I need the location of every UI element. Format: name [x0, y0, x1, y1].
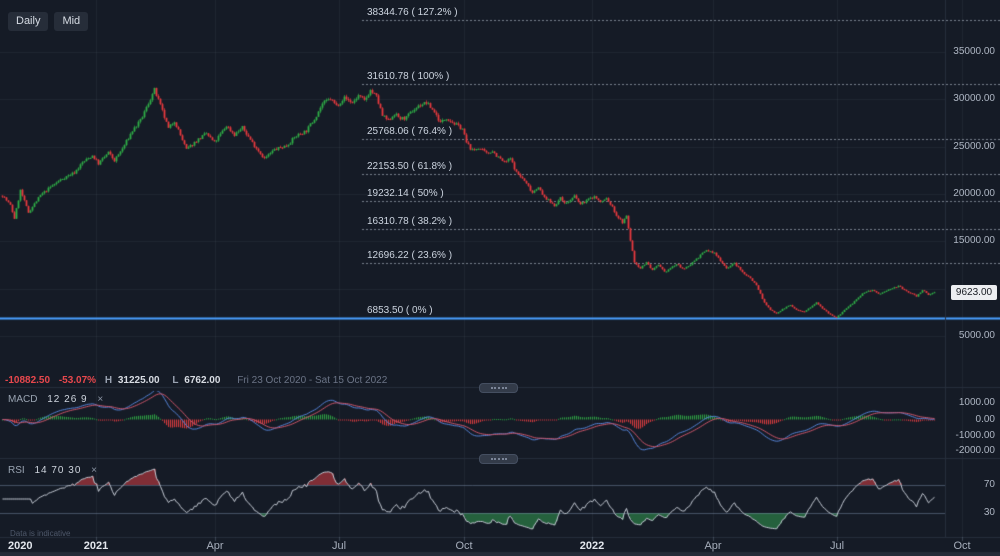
time-axis-label: Jul [829, 540, 845, 552]
time-axis-label: Apr [206, 540, 224, 552]
status-line: -10882.50 -53.07% H 31225.00 L 6762.00 F… [5, 375, 387, 386]
macd-axis-label: 1000.00 [958, 397, 995, 408]
last-price-badge: 9623.00 [951, 285, 997, 301]
fib-level-label: 22153.50 ( 61.8% ) [367, 160, 453, 172]
timeframe-toolbar: Daily Mid [8, 12, 89, 31]
macd-legend: MACD 12 26 9 × [8, 394, 103, 405]
time-axis-label: Oct [953, 540, 971, 552]
time-axis-label: 2022 [579, 540, 605, 552]
price-axis-label: 15000.00 [953, 235, 995, 247]
price-axis-label: 25000.00 [953, 140, 995, 152]
rsi-pane-resize-handle[interactable] [479, 454, 518, 464]
fib-level-label: 38344.76 ( 127.2% ) [367, 7, 458, 19]
fib-level-label: 16310.78 ( 38.2% ) [367, 215, 453, 227]
fib-level-label: 31610.78 ( 100% ) [367, 71, 450, 83]
data-indicative-note: Data is indicative [10, 529, 71, 538]
change-value: -10882.50 [5, 375, 51, 386]
price-axis-label: 30000.00 [953, 93, 995, 105]
time-axis-label: 2020 [8, 540, 33, 552]
macd-axis-label: -1000.00 [955, 430, 995, 441]
time-axis-label: Oct [455, 540, 473, 552]
rsi-legend: RSI 14 70 30 × [8, 465, 97, 476]
price-axis-label: 5000.00 [958, 330, 995, 341]
fib-level-label: 12696.22 ( 23.6% ) [367, 250, 453, 262]
rsi-params: 14 70 30 [34, 465, 82, 476]
macd-pane-resize-handle[interactable] [479, 383, 518, 393]
timeframe-daily-button[interactable]: Daily [8, 12, 49, 31]
high-label: H [104, 375, 113, 386]
time-axis-label: 2021 [83, 540, 109, 552]
date-range: Fri 23 Oct 2020 - Sat 15 Oct 2022 [237, 375, 388, 386]
macd-axis-label: -2000.00 [955, 445, 995, 456]
macd-axis-label: 0.00 [975, 413, 995, 425]
rsi-axis-label: 30 [983, 507, 995, 518]
fib-level-label: 6853.50 ( 0% ) [367, 305, 433, 317]
macd-name: MACD [8, 394, 38, 405]
low-label: L [172, 375, 179, 386]
rsi-name: RSI [8, 465, 25, 476]
change-percent: -53.07% [58, 375, 97, 386]
fib-level-label: 19232.14 ( 50% ) [367, 188, 444, 200]
price-mid-button[interactable]: Mid [54, 12, 89, 31]
price-axis-label: 35000.00 [953, 46, 995, 57]
macd-close-icon[interactable]: × [97, 394, 104, 405]
low-value: 6762.00 [184, 375, 221, 386]
time-axis-label: Jul [331, 540, 347, 552]
time-axis-label: Apr [704, 540, 722, 552]
rsi-axis-label: 70 [983, 479, 995, 490]
high-value: 31225.00 [117, 375, 160, 386]
price-axis-label: 20000.00 [953, 188, 995, 199]
macd-params: 12 26 9 [47, 394, 88, 405]
rsi-close-icon[interactable]: × [91, 465, 98, 476]
fib-level-label: 25768.06 ( 76.4% ) [367, 126, 453, 138]
